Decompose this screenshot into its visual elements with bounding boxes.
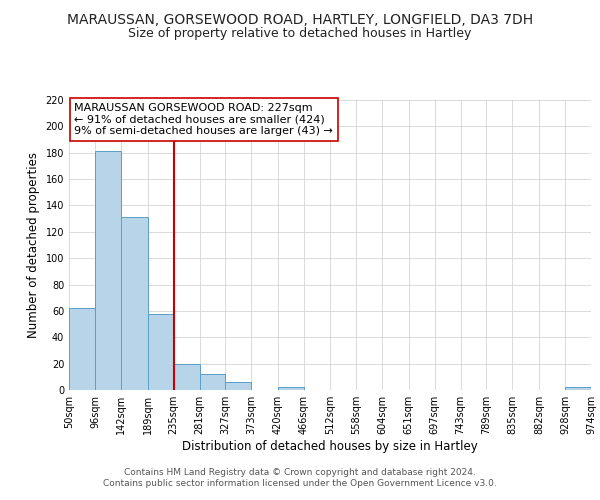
Bar: [121, 218, 148, 390]
Text: Contains HM Land Registry data © Crown copyright and database right 2024.
Contai: Contains HM Land Registry data © Crown c…: [103, 468, 497, 487]
Y-axis label: Number of detached properties: Number of detached properties: [27, 152, 40, 338]
Bar: [95, 152, 121, 390]
Text: Size of property relative to detached houses in Hartley: Size of property relative to detached ho…: [128, 28, 472, 40]
Text: MARAUSSAN, GORSEWOOD ROAD, HARTLEY, LONGFIELD, DA3 7DH: MARAUSSAN, GORSEWOOD ROAD, HARTLEY, LONG…: [67, 12, 533, 26]
Text: MARAUSSAN GORSEWOOD ROAD: 227sqm
← 91% of detached houses are smaller (424)
9% o: MARAUSSAN GORSEWOOD ROAD: 227sqm ← 91% o…: [74, 103, 333, 136]
Bar: [278, 388, 304, 390]
X-axis label: Distribution of detached houses by size in Hartley: Distribution of detached houses by size …: [182, 440, 478, 453]
Bar: [148, 314, 173, 390]
Bar: [565, 388, 591, 390]
Bar: [226, 382, 251, 390]
Bar: [199, 374, 226, 390]
Bar: [69, 308, 95, 390]
Bar: [173, 364, 199, 390]
